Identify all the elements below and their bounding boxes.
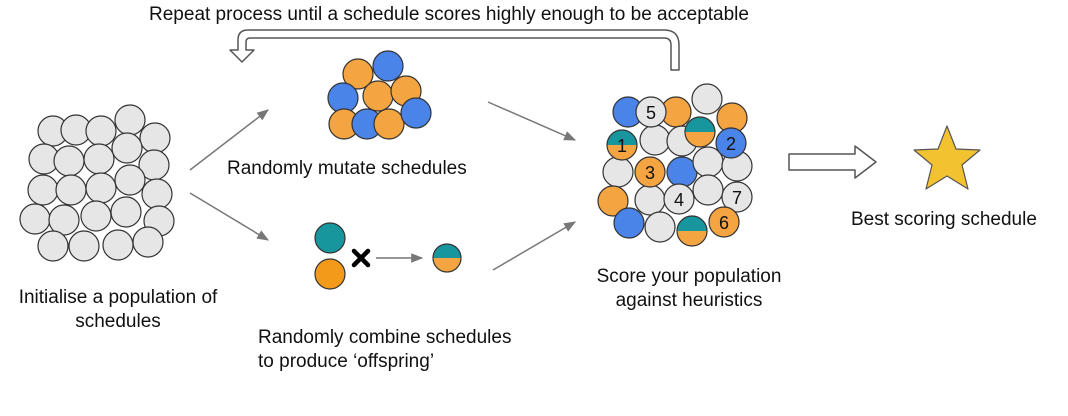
rank-circle-2: 2 <box>715 127 747 159</box>
scored-half-circle-1 <box>606 129 638 161</box>
scored-half-circle-3 <box>676 215 708 247</box>
score-label-line2: against heuristics <box>615 290 763 311</box>
loop-arrow-icon <box>229 29 680 71</box>
arrow-combine-to-score <box>492 221 577 271</box>
best-label: Best scoring schedule <box>851 209 1037 230</box>
block-arrow-icon <box>788 145 877 179</box>
score-label-line1: Score your population <box>596 266 782 287</box>
star-icon <box>913 125 981 190</box>
rank-label-5: 5 <box>646 103 656 123</box>
rank-label-7: 7 <box>732 188 742 208</box>
rank-circle-6: 6 <box>708 206 740 238</box>
rank-circle-3: 3 <box>634 156 666 188</box>
initialise-label-line1: Initialise a population of <box>18 287 218 308</box>
rank-label-1: 1 <box>617 136 627 156</box>
diagram-title: Repeat process until a schedule scores h… <box>149 4 749 25</box>
scored-population <box>597 83 753 243</box>
arrow-mutate-to-score <box>487 101 577 141</box>
rank-label-6: 6 <box>719 213 729 233</box>
initialise-label-line2: schedules <box>75 311 161 332</box>
cross-icon <box>351 248 371 268</box>
mutate-label: Randomly mutate schedules <box>227 158 467 179</box>
offspring-circle <box>432 243 462 273</box>
arrow-to-mutate <box>189 109 269 171</box>
arrow-to-combine <box>189 192 270 241</box>
combine-parents <box>314 222 346 290</box>
combine-label-line2: to produce ‘offspring’ <box>258 351 435 372</box>
rank-circle-4: 4 <box>663 183 695 215</box>
rank-circle-7: 7 <box>721 181 753 213</box>
rank-label-3: 3 <box>645 163 655 183</box>
mutated-population <box>327 50 432 140</box>
combine-label-line1: Randomly combine schedules <box>258 327 512 348</box>
initial-population <box>19 104 175 262</box>
scored-half-circle-2 <box>684 116 716 148</box>
rank-circle-5: 5 <box>635 96 667 128</box>
rank-label-4: 4 <box>674 190 684 210</box>
rank-label-2: 2 <box>726 134 736 154</box>
